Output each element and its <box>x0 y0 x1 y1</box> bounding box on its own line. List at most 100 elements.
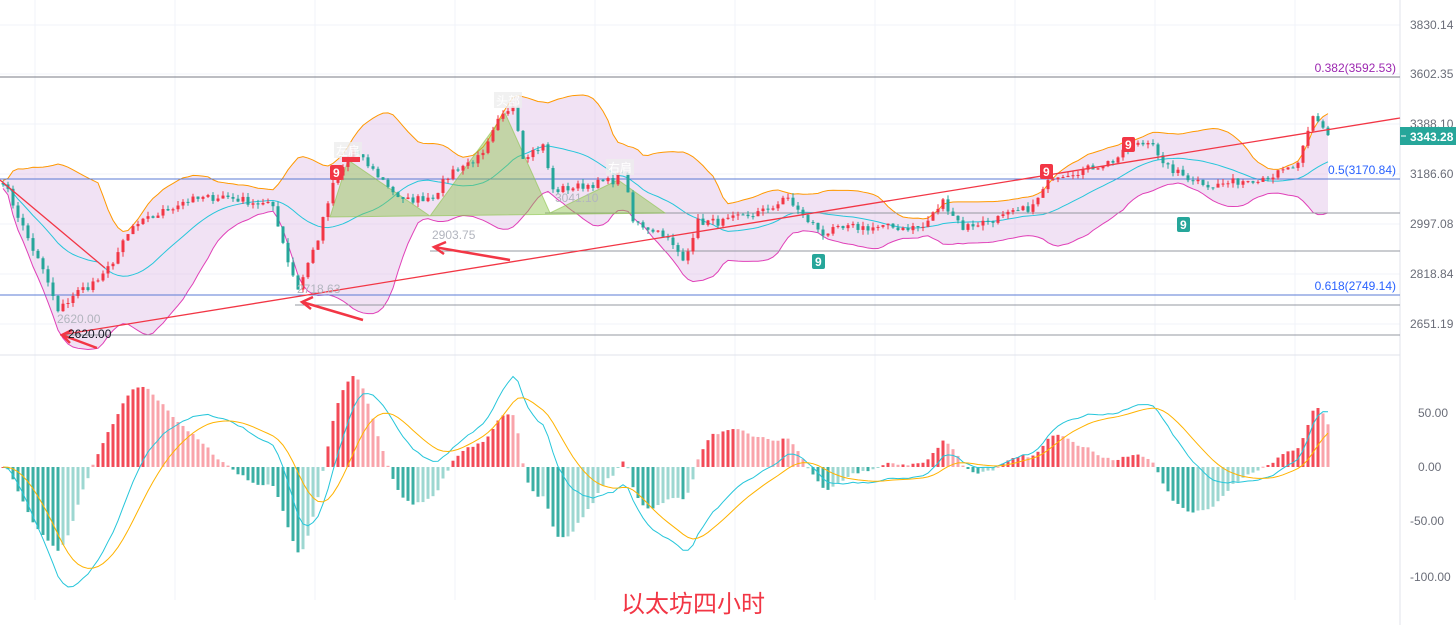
macd-histogram-bar <box>696 459 700 467</box>
candle-body <box>186 201 190 203</box>
macd-histogram-bar <box>986 467 990 471</box>
candle <box>331 179 335 206</box>
candle <box>146 211 150 223</box>
descending-trendline[interactable] <box>0 179 106 269</box>
macd-histogram-bar <box>331 420 335 467</box>
candle-body <box>326 203 330 218</box>
candle-body <box>891 223 895 228</box>
candle-body <box>316 240 320 250</box>
macd-histogram-bar <box>1066 438 1070 467</box>
candle-body <box>651 229 655 232</box>
candle <box>776 201 780 212</box>
candle <box>1106 160 1110 168</box>
macd-histogram-bar <box>171 416 175 467</box>
candle-body <box>1261 177 1265 182</box>
candle-body <box>801 209 805 216</box>
candle <box>286 238 290 267</box>
price-axis[interactable]: 3830.143602.353388.103186.602997.082818.… <box>1410 18 1454 584</box>
svg-text:9: 9 <box>1043 165 1050 179</box>
candle <box>166 205 170 212</box>
candle-body <box>1281 169 1285 171</box>
candle-body <box>16 205 20 218</box>
candle-body <box>596 179 600 188</box>
macd-histogram-bar <box>431 467 435 497</box>
candle-body <box>571 188 575 191</box>
macd-histogram-bar <box>711 433 715 467</box>
macd-histogram-bar <box>1311 410 1315 467</box>
candle-body <box>76 290 80 296</box>
macd-histogram-bar <box>126 395 130 467</box>
candle <box>1231 173 1235 188</box>
candle <box>1026 202 1030 214</box>
macd-pane <box>1 375 1330 588</box>
candle-body <box>401 196 405 199</box>
candle <box>1151 139 1155 147</box>
macd-histogram-bar <box>661 467 665 504</box>
candle-body <box>251 203 255 205</box>
candle <box>151 215 155 219</box>
candle-body <box>1001 214 1005 217</box>
candle-body <box>211 195 215 201</box>
candle <box>486 138 490 155</box>
candle <box>1281 166 1285 174</box>
candle <box>531 147 535 161</box>
candle <box>1196 176 1200 185</box>
candle-body <box>36 250 40 259</box>
candle-body <box>976 225 980 227</box>
candle-body <box>561 186 565 193</box>
candle <box>1226 180 1230 188</box>
macd-histogram-bar <box>956 455 960 467</box>
candle-body <box>1296 162 1300 168</box>
candle <box>301 274 305 293</box>
candle <box>1051 177 1055 182</box>
candle <box>416 194 420 207</box>
macd-histogram-bar <box>326 446 330 467</box>
ascending-trendline[interactable] <box>59 117 1401 336</box>
candle <box>56 294 60 313</box>
macd-histogram-bar <box>771 440 775 467</box>
candle <box>491 126 495 143</box>
candle <box>926 216 930 228</box>
macd-histogram-bar <box>301 467 305 550</box>
candle <box>251 199 255 209</box>
candle <box>561 183 565 194</box>
candle <box>1251 180 1255 185</box>
candle-body <box>1206 184 1210 188</box>
candle-body <box>246 196 250 205</box>
candle-body <box>1181 169 1185 176</box>
candle-body <box>786 197 790 199</box>
candle <box>726 214 730 220</box>
candle-body <box>1201 179 1205 185</box>
macd-histogram-bar <box>1121 456 1125 467</box>
macd-histogram-bar <box>1141 456 1145 467</box>
candle-body <box>1056 177 1060 180</box>
macd-histogram-bar <box>436 467 440 491</box>
macd-histogram-bar <box>506 414 510 467</box>
macd-histogram-bar <box>601 467 605 486</box>
macd-histogram-bar <box>176 421 180 467</box>
candle <box>681 248 685 262</box>
candle <box>911 222 915 235</box>
candle <box>176 200 180 212</box>
macd-histogram-bar <box>281 467 285 511</box>
candle-body <box>266 201 270 203</box>
macd-histogram-bar <box>391 467 395 479</box>
candle <box>426 192 430 203</box>
macd-histogram-bar <box>26 467 30 513</box>
candle-body <box>221 195 225 199</box>
td-9-badge: 9 <box>812 254 825 269</box>
candle-body <box>306 262 310 278</box>
candle <box>16 202 20 223</box>
candle-body <box>206 195 210 197</box>
candle <box>546 142 550 170</box>
candle-body <box>661 230 665 237</box>
candle <box>951 207 955 216</box>
macd-histogram-bar <box>186 431 190 467</box>
candle <box>556 186 560 194</box>
macd-histogram-bar <box>671 467 675 499</box>
candle-body <box>1156 144 1160 156</box>
macd-histogram-bar <box>906 465 910 467</box>
low-marker-1: 2620.00 <box>68 327 112 341</box>
candle-body <box>956 215 960 221</box>
